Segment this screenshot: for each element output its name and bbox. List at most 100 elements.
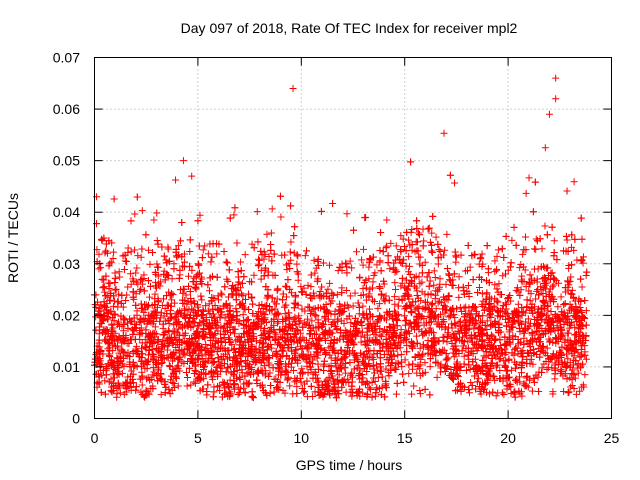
- data-point: [200, 375, 208, 383]
- data-point: [521, 266, 529, 274]
- data-point: [131, 246, 139, 254]
- data-points: [91, 74, 591, 402]
- data-point: [554, 303, 562, 311]
- data-point: [411, 248, 419, 256]
- data-point: [358, 256, 366, 264]
- data-point: [313, 378, 321, 386]
- data-point: [133, 264, 141, 272]
- data-point: [478, 319, 486, 327]
- data-point: [109, 255, 117, 263]
- data-point: [491, 281, 499, 289]
- data-point: [447, 320, 455, 328]
- data-point: [297, 283, 305, 291]
- data-point: [168, 275, 176, 283]
- data-point: [121, 257, 129, 265]
- data-point: [153, 209, 161, 217]
- data-point: [326, 279, 334, 287]
- data-point: [563, 329, 571, 337]
- data-point: [127, 270, 135, 278]
- data-point: [151, 290, 159, 298]
- data-point: [109, 302, 117, 310]
- data-point: [301, 252, 309, 260]
- data-point: [140, 308, 148, 316]
- data-point: [342, 359, 350, 367]
- data-point: [431, 274, 439, 282]
- data-point: [475, 284, 483, 292]
- data-point: [213, 250, 221, 258]
- data-point: [116, 389, 124, 397]
- data-point: [310, 352, 318, 360]
- data-point: [223, 259, 231, 267]
- data-point: [483, 317, 491, 325]
- data-point: [432, 305, 440, 313]
- data-point: [421, 258, 429, 266]
- data-point: [525, 174, 533, 182]
- data-point: [101, 249, 109, 257]
- data-point: [145, 246, 153, 254]
- data-point: [433, 373, 441, 381]
- data-point: [397, 350, 405, 358]
- data-point: [371, 378, 379, 386]
- data-point: [265, 252, 273, 260]
- data-point: [356, 274, 364, 282]
- chart-title: Day 097 of 2018, Rate Of TEC Index for r…: [181, 20, 518, 36]
- data-point: [237, 385, 245, 393]
- data-point: [517, 260, 525, 268]
- data-point: [232, 305, 240, 313]
- data-point: [95, 265, 103, 273]
- data-point: [342, 369, 350, 377]
- data-point: [400, 312, 408, 320]
- data-point: [127, 248, 135, 256]
- data-point: [307, 283, 315, 291]
- data-point: [225, 383, 233, 391]
- data-point: [346, 257, 354, 265]
- data-point: [380, 280, 388, 288]
- data-point: [467, 379, 475, 387]
- data-point: [441, 309, 449, 317]
- data-point: [273, 319, 281, 327]
- data-point: [417, 355, 425, 363]
- data-point: [359, 285, 367, 293]
- data-point: [239, 311, 247, 319]
- data-point: [486, 390, 494, 398]
- data-point: [392, 242, 400, 250]
- data-point: [300, 284, 308, 292]
- data-point: [124, 244, 132, 252]
- data-point: [562, 362, 570, 370]
- data-point: [327, 310, 335, 318]
- data-point: [452, 360, 460, 368]
- data-point: [292, 321, 300, 329]
- data-point: [171, 314, 179, 322]
- data-point: [358, 378, 366, 386]
- data-point: [413, 369, 421, 377]
- data-point: [444, 332, 452, 340]
- data-point: [285, 360, 293, 368]
- data-point: [376, 257, 384, 265]
- data-point: [494, 246, 502, 254]
- data-point: [384, 331, 392, 339]
- data-point: [347, 319, 355, 327]
- data-point: [134, 252, 142, 260]
- data-point: [191, 379, 199, 387]
- data-point: [143, 375, 151, 383]
- data-point: [157, 391, 165, 399]
- data-point: [550, 237, 558, 245]
- data-point: [360, 350, 368, 358]
- data-point: [169, 327, 177, 335]
- data-point: [221, 314, 229, 322]
- data-point: [536, 348, 544, 356]
- data-point: [309, 393, 317, 401]
- data-point: [525, 287, 533, 295]
- data-point: [497, 342, 505, 350]
- data-point: [452, 253, 460, 261]
- data-point: [183, 300, 191, 308]
- data-point: [124, 283, 132, 291]
- data-point: [416, 386, 424, 394]
- data-point: [455, 284, 463, 292]
- data-point: [557, 348, 565, 356]
- data-point: [357, 338, 365, 346]
- data-point: [108, 321, 116, 329]
- data-point: [538, 331, 546, 339]
- data-point: [115, 290, 123, 298]
